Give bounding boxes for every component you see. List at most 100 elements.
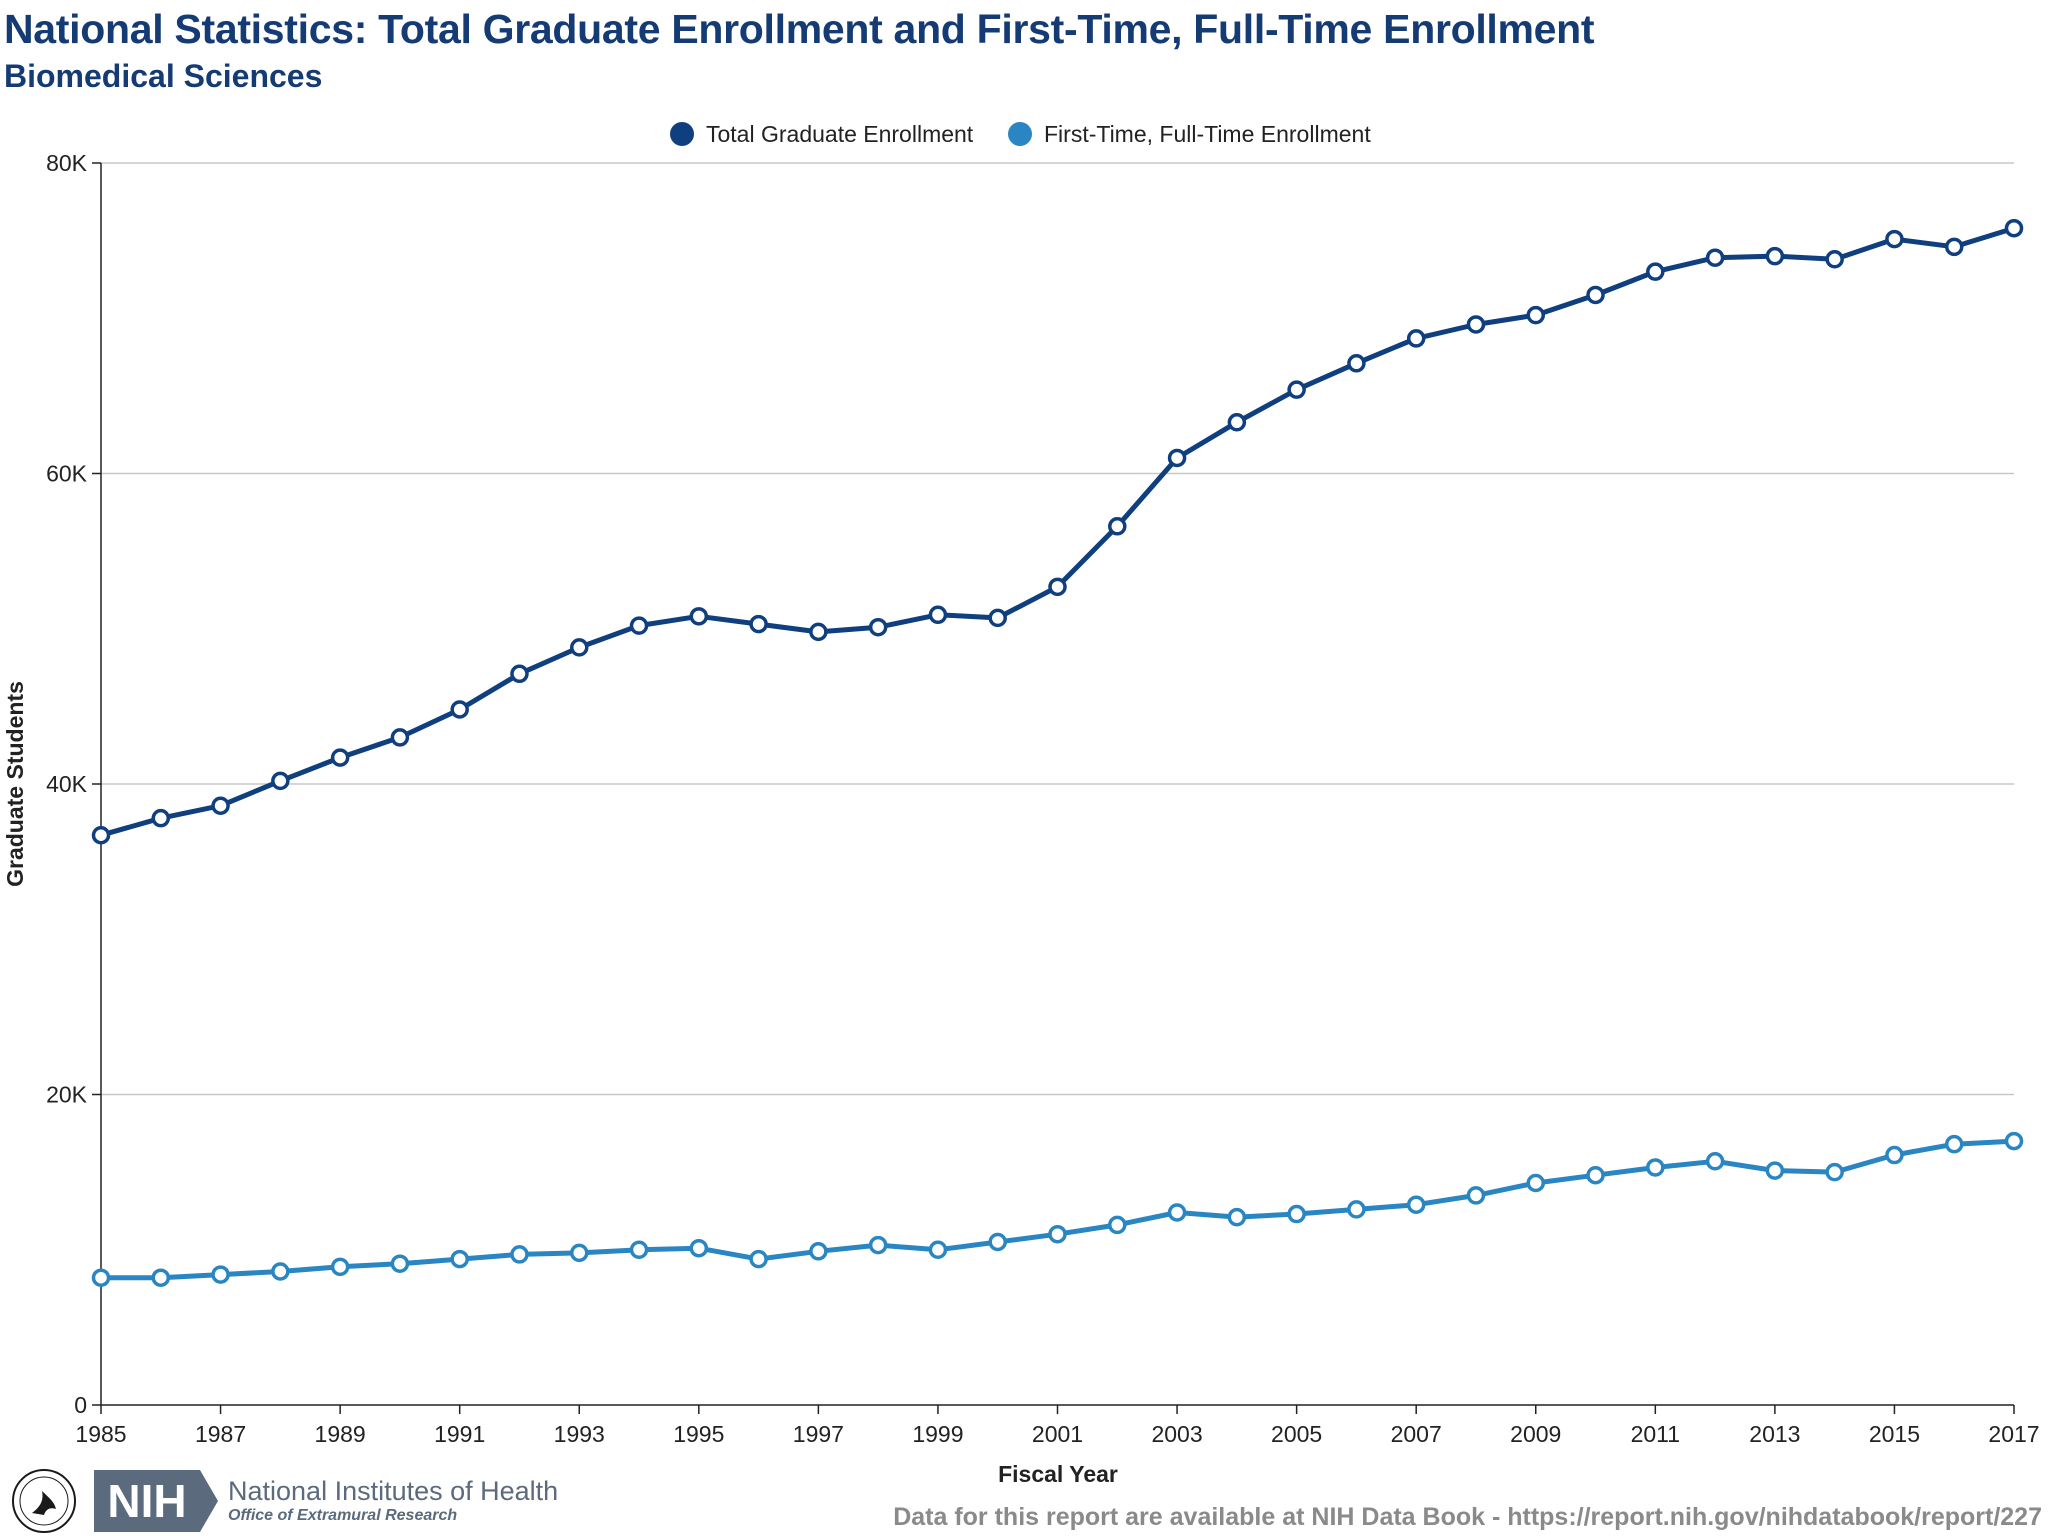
data-point-0	[151, 808, 171, 828]
y-tick-label: 0	[74, 1392, 87, 1418]
data-point-0	[1765, 246, 1785, 266]
data-point-1	[91, 1268, 111, 1287]
legend-label-total: Total Graduate Enrollment	[706, 121, 974, 147]
axes: 0 20K 40K 60K 80K 1985 1987 1989 1991 1993 1995 199…	[46, 150, 2040, 1447]
chart-subtitle: Biomedical Sciences	[4, 58, 323, 94]
data-point-1	[1108, 1215, 1127, 1235]
x-tick-label: 2001	[1032, 1421, 1083, 1447]
data-point-0	[1885, 229, 1904, 249]
x-tick-label: 2013	[1749, 1421, 1800, 1447]
data-point-1	[151, 1268, 171, 1287]
data-point-1	[1765, 1161, 1785, 1180]
data-point-0	[390, 728, 410, 747]
data-point-1	[1227, 1207, 1247, 1227]
series-line-0	[98, 225, 2017, 838]
data-point-0	[1466, 315, 1486, 334]
data-point-1	[1526, 1173, 1545, 1193]
hhs-seal-icon	[12, 1469, 76, 1533]
data-point-0	[1705, 248, 1725, 267]
data-point-0	[1586, 285, 1605, 305]
legend-label-first-time: First-Time, Full-Time Enrollment	[1044, 121, 1371, 147]
data-point-0	[1048, 577, 1067, 597]
data-point-0	[91, 825, 111, 845]
x-tick-label: 1989	[315, 1421, 366, 1447]
org-office: Office of Extramural Research	[228, 1507, 458, 1524]
data-point-0	[570, 638, 589, 657]
data-point-0	[1167, 448, 1187, 468]
x-tick-label: 2009	[1510, 1421, 1561, 1447]
data-point-1	[1167, 1203, 1187, 1222]
data-point-1	[988, 1232, 1007, 1252]
y-tick-label: 40K	[46, 771, 88, 797]
data-point-1	[1406, 1195, 1426, 1214]
data-point-0	[868, 617, 888, 637]
data-point-1	[1646, 1158, 1665, 1177]
x-tick-label: 2015	[1869, 1421, 1920, 1447]
data-point-1	[1466, 1186, 1486, 1205]
data-point-0	[271, 771, 290, 791]
data-point-0	[1227, 413, 1247, 432]
data-point-0	[749, 614, 768, 634]
x-tick-label: 1987	[195, 1421, 246, 1447]
x-tick-label: 2005	[1271, 1421, 1322, 1447]
data-point-1	[450, 1249, 469, 1269]
nih-logo: NIH	[94, 1470, 218, 1532]
data-point-1	[390, 1254, 410, 1273]
data-point-1	[689, 1238, 709, 1258]
footer-logo: NIH National Institutes of Health Office…	[10, 1467, 558, 1535]
data-point-0	[928, 605, 948, 625]
x-tick-label: 1995	[673, 1421, 724, 1447]
data-point-1	[928, 1240, 948, 1259]
data-point-0	[1406, 329, 1426, 348]
data-point-0	[1108, 517, 1127, 536]
data-point-1	[809, 1242, 828, 1261]
data-point-1	[1287, 1204, 1306, 1224]
data-point-1	[868, 1235, 888, 1255]
x-tick-label: 1991	[434, 1421, 485, 1447]
data-point-1	[1705, 1152, 1725, 1171]
data-point-0	[1646, 262, 1665, 281]
series	[91, 218, 2024, 1287]
x-tick-label: 1985	[75, 1421, 126, 1447]
data-point-1	[1885, 1145, 1904, 1165]
data-point-1	[629, 1240, 649, 1259]
data-point-0	[1944, 237, 1964, 257]
data-point-0	[330, 748, 350, 767]
x-tick-label: 2017	[1988, 1421, 2039, 1447]
data-point-0	[629, 616, 649, 635]
x-tick-label: 2007	[1391, 1421, 1442, 1447]
data-point-0	[988, 608, 1007, 628]
y-tick-label: 80K	[46, 150, 88, 176]
data-point-0	[211, 796, 230, 815]
legend-marker-first-time	[1008, 122, 1032, 146]
x-tick-label: 1999	[912, 1421, 963, 1447]
data-point-1	[330, 1257, 350, 1277]
y-tick-label: 20K	[46, 1082, 88, 1108]
data-point-0	[1526, 305, 1545, 325]
org-name: National Institutes of Health	[228, 1476, 559, 1506]
x-tick-label: 1997	[793, 1421, 844, 1447]
y-axis-title: Graduate Students	[2, 681, 28, 887]
data-point-0	[510, 664, 529, 684]
data-point-1	[510, 1245, 529, 1264]
data-point-1	[2004, 1131, 2024, 1151]
data-point-0	[450, 700, 469, 719]
data-point-0	[1347, 354, 1366, 373]
legend-marker-total	[670, 122, 694, 146]
data-point-0	[1825, 250, 1844, 269]
data-point-1	[1048, 1224, 1067, 1244]
x-tick-label: 2011	[1631, 1421, 1680, 1447]
data-point-0	[809, 622, 828, 642]
data-point-0	[689, 607, 709, 626]
y-tick-label: 60K	[46, 461, 88, 487]
x-tick-label: 2003	[1151, 1421, 1202, 1447]
org-text: National Institutes of Health Office of …	[228, 1476, 558, 1526]
gridlines	[101, 162, 2014, 1096]
data-point-1	[211, 1265, 230, 1284]
x-tick-label: 1993	[554, 1421, 605, 1447]
legend: Total Graduate Enrollment First-Time, Fu…	[670, 121, 1371, 147]
data-point-1	[1944, 1134, 1964, 1154]
data-point-1	[570, 1243, 589, 1263]
data-point-1	[1586, 1165, 1605, 1185]
